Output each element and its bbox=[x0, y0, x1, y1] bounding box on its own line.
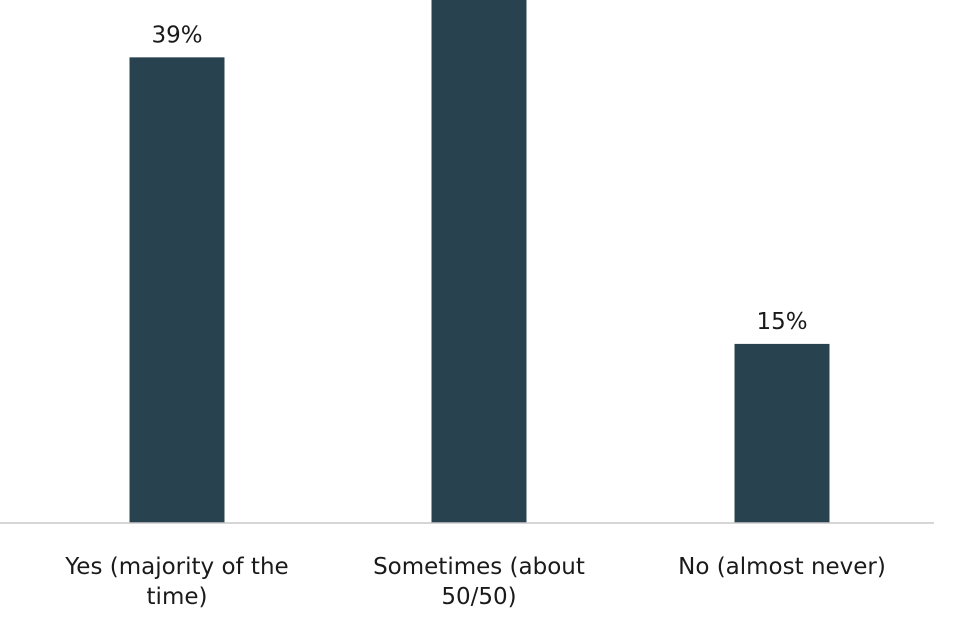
bar-value-label-3: 15% bbox=[756, 309, 807, 335]
category-labels-group: Yes (majority of the time) Sometimes (abou… bbox=[64, 554, 886, 610]
category-label-2-line-1: Sometimes (about bbox=[373, 554, 585, 580]
category-label-2-line-2: 50/50) bbox=[441, 584, 516, 610]
bar-1 bbox=[129, 57, 225, 524]
category-label-1-line-1: Yes (majority of the bbox=[64, 554, 288, 580]
category-label-3-line-1: No (almost never) bbox=[678, 554, 886, 580]
value-labels-group: 39%46%15% bbox=[151, 22, 807, 335]
category-label-1-line-2: time) bbox=[147, 584, 208, 610]
bars-group bbox=[129, 0, 830, 524]
bar-3 bbox=[734, 343, 830, 523]
bar-value-label-1: 39% bbox=[151, 22, 202, 48]
bar-2 bbox=[431, 0, 527, 523]
